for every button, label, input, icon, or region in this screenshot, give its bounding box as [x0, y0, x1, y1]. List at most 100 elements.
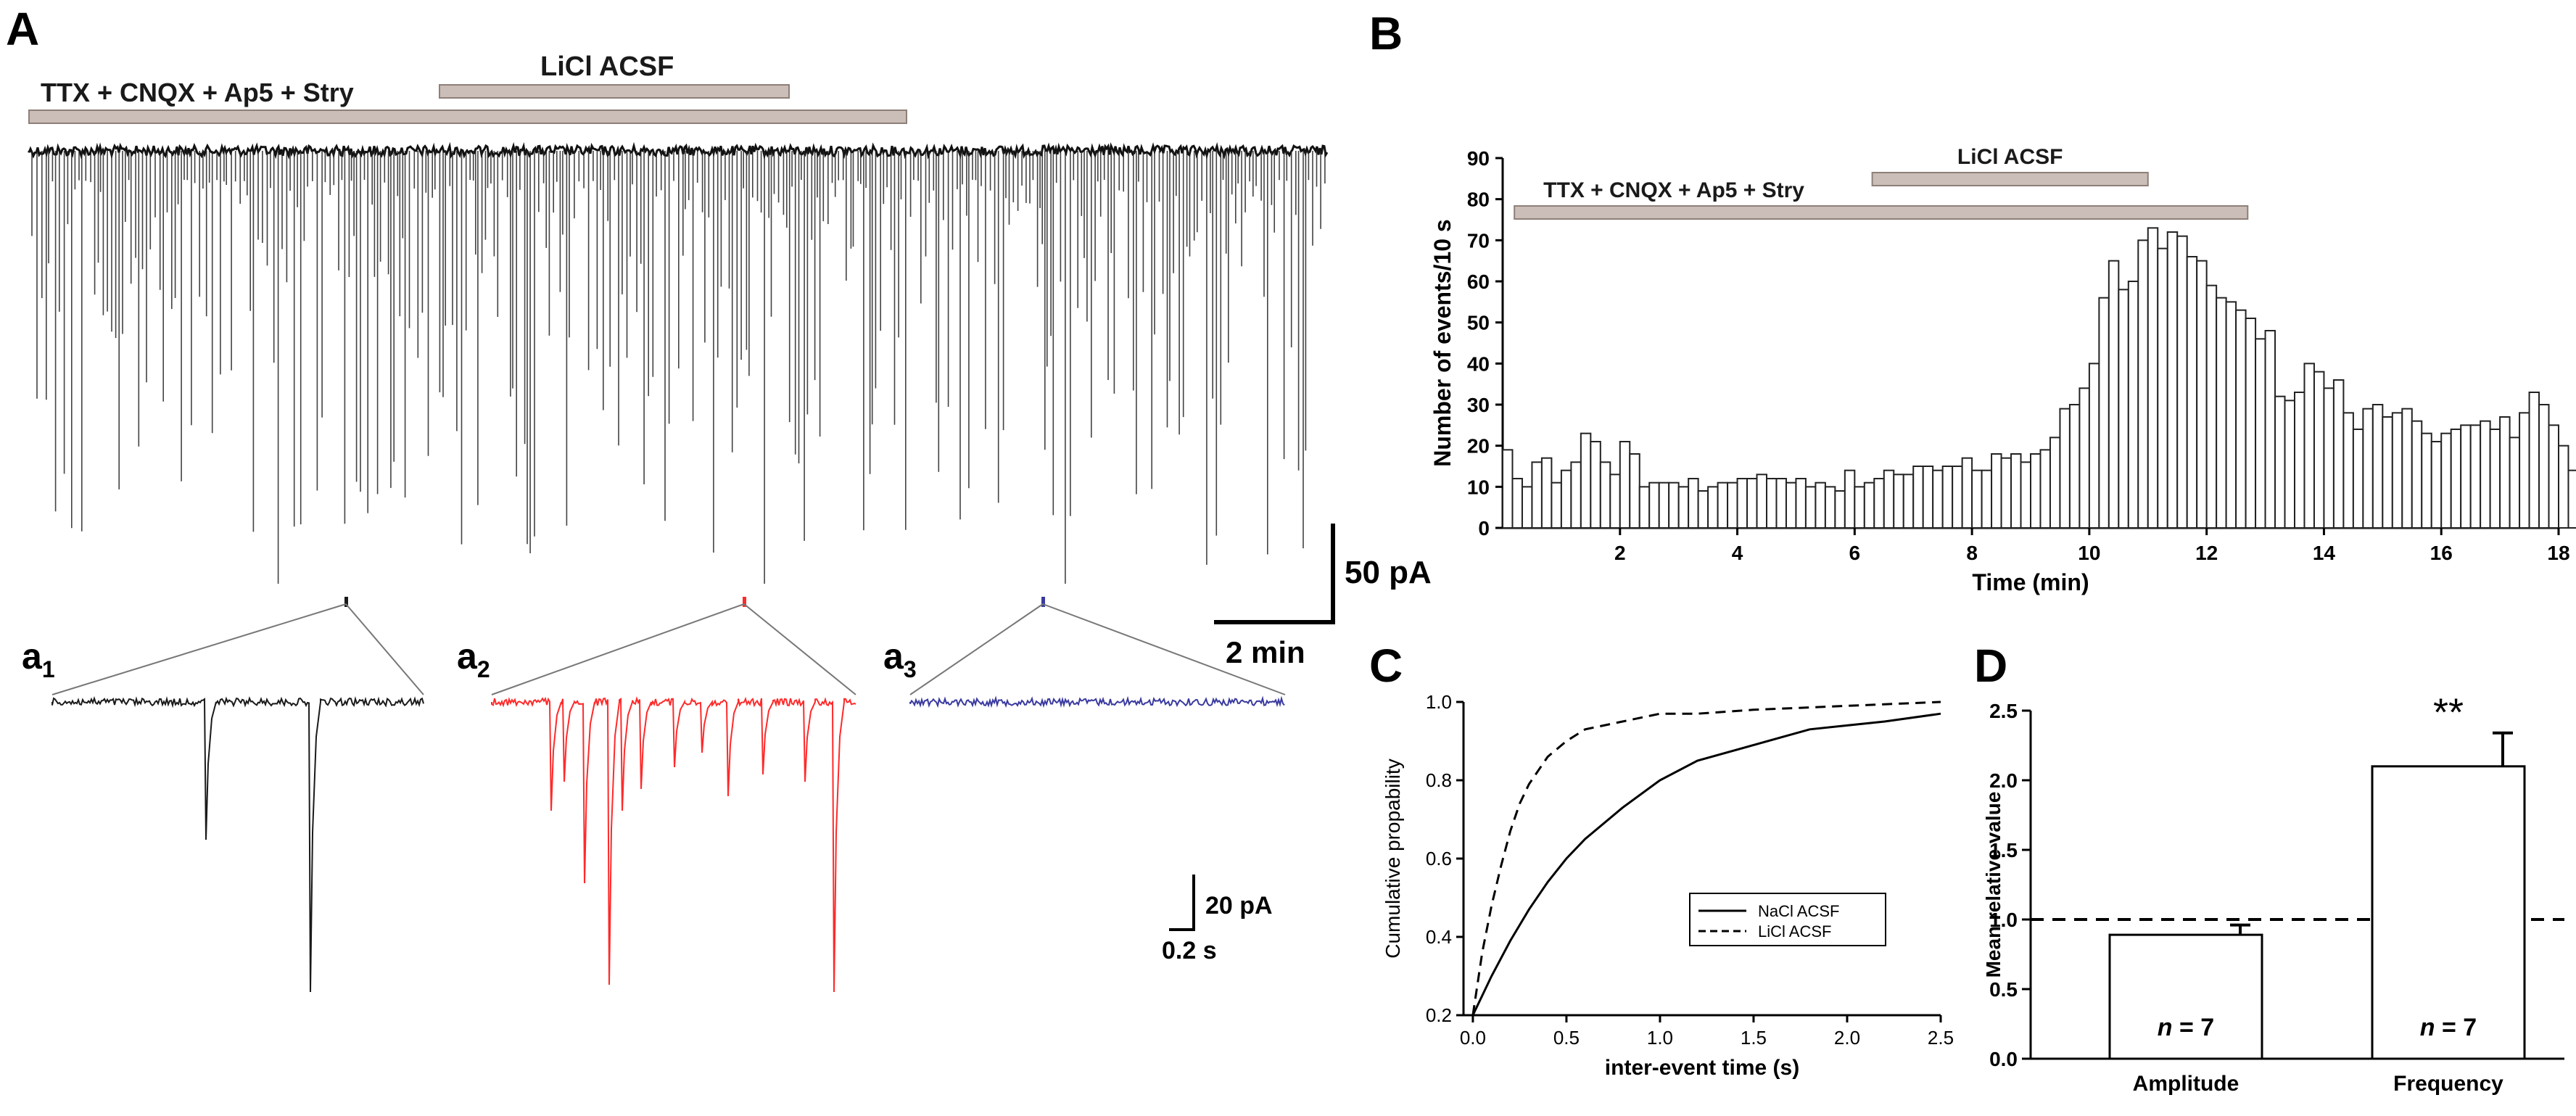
b-y-tick-label: 70: [1467, 229, 1490, 252]
b-bar: [1785, 481, 1797, 529]
inset-trace-line-1: [51, 695, 424, 993]
b-bar: [2098, 297, 2110, 529]
panel-a: A TTX + CNQX + Ap5 + Stry LiCl ACSF 50 p…: [6, 3, 1432, 993]
inset-marker-a2: [743, 597, 746, 607]
b-bar: [1599, 461, 1611, 529]
b-bar: [1981, 469, 1993, 529]
b-bar: [2284, 400, 2296, 529]
panel-a-drug-bar: [28, 109, 907, 124]
panel-d-bar-chart: 0.0 0.5 1.0 1.5 2.0 2.5 Mean relative value n =…: [1982, 691, 2564, 1096]
b-x-tick-label: 16: [2430, 542, 2453, 564]
inset-scale-bar: 20 pA 0.2 s: [1162, 875, 1273, 964]
b-bar: [2489, 429, 2501, 529]
b-bar: [1756, 474, 1768, 529]
b-bar: [2421, 432, 2432, 529]
b-bar: [2118, 289, 2129, 529]
b-bar: [1991, 453, 2002, 529]
b-y-tick-label: 90: [1467, 147, 1490, 170]
b-bar: [2450, 429, 2462, 529]
b-bar: [1570, 461, 1582, 529]
d-y-tick-label: 2.5: [1989, 700, 2018, 722]
inset-trace-line-2: [491, 696, 856, 993]
b-bar: [1873, 478, 1885, 529]
d-y-tick-label: 2.0: [1989, 769, 2018, 792]
panel-c: C 0.2 0.4 0.6 0.8 1.0 0.0 0.5 1.0 1.5 2.0 2.5 inter…: [1369, 640, 1954, 1080]
panel-a-letter: A: [6, 3, 39, 55]
panel-b-letter: B: [1369, 7, 1403, 59]
b-bar: [1717, 481, 1729, 529]
c-y-axis-label: Cumulative propability: [1382, 759, 1404, 958]
b-bar: [2538, 404, 2550, 529]
b-bar: [1688, 478, 1699, 529]
inset-zoom-lines: [51, 603, 1286, 695]
b-bar: [1736, 478, 1749, 529]
b-bar: [1560, 469, 1572, 529]
b-bar: [1619, 441, 1631, 529]
b-bar: [2362, 408, 2374, 529]
b-bar: [1902, 474, 1915, 529]
b-x-tick-label: 6: [1849, 542, 1861, 564]
b-bar: [2342, 412, 2354, 529]
b-bar: [2225, 301, 2237, 529]
panel-b-histogram: 0 10 20 30 40 50 60 70 80 90 2 4 6 8 10 12 14 16 18 Time (m…: [1429, 145, 2576, 595]
b-y-tick-label: 80: [1467, 189, 1490, 211]
b-bar: [2157, 247, 2168, 529]
b-bar: [2127, 281, 2139, 529]
c-y-tick-label: 0.8: [1426, 769, 1452, 791]
b-bar: [2030, 453, 2042, 529]
b-bar: [2176, 235, 2188, 529]
b-bar: [2196, 260, 2208, 529]
d-n-label: n = 7: [2158, 1014, 2214, 1041]
d-bar-amplitude: [2108, 933, 2263, 1060]
b-x-axis-label: Time (min): [1972, 569, 2089, 595]
b-y-tick-label: 40: [1467, 352, 1490, 375]
b-bar: [1912, 466, 1924, 529]
b-bar: [2519, 412, 2530, 529]
c-y-tick-label: 0.6: [1426, 848, 1452, 869]
b-bar: [2186, 256, 2198, 529]
b-bar: [2558, 445, 2569, 529]
b-bar: [2391, 412, 2403, 529]
b-bar: [2137, 239, 2149, 529]
b-bar: [1697, 490, 1709, 529]
b-y-tick-label: 60: [1467, 270, 1490, 293]
c-series-line-1: [1471, 712, 1941, 1016]
inset-trace-line-3: [909, 695, 1285, 708]
b-bar: [2303, 363, 2315, 529]
b-bar: [2068, 404, 2081, 529]
c-y-tick-label: 0.2: [1426, 1004, 1452, 1026]
b-bar: [2469, 424, 2482, 529]
b-bar: [1844, 469, 1856, 529]
panel-d-letter: D: [1974, 640, 2007, 692]
c-x-tick-label: 0.5: [1553, 1027, 1580, 1049]
b-bar: [2313, 371, 2325, 529]
d-y-tick-label: 0.5: [1989, 978, 2018, 1001]
main-current-trace: [28, 141, 1329, 584]
c-x-tick-label: 2.0: [1834, 1027, 1860, 1049]
b-x-tick-label: 10: [2078, 542, 2100, 564]
b-y-tick-label: 50: [1467, 312, 1490, 334]
b-licl-bar-label: LiCl ACSF: [1957, 145, 2063, 169]
d-y-tick-label: 0.0: [1989, 1048, 2018, 1070]
b-bar: [1941, 466, 1954, 529]
b-bar: [2323, 387, 2334, 529]
b-bar: [1883, 469, 1895, 529]
b-bar: [1658, 481, 1670, 529]
panel-c-cdf-plot: 0.2 0.4 0.6 0.8 1.0 0.0 0.5 1.0 1.5 2.0 2.5 inter-e…: [1382, 691, 1954, 1080]
b-bar: [2235, 309, 2247, 529]
trace-events: [31, 151, 1326, 584]
b-y-tick-label: 30: [1467, 394, 1490, 416]
b-bar: [1746, 478, 1758, 529]
b-bar: [1629, 453, 1640, 529]
b-bar: [2382, 416, 2393, 529]
c-y-tick-label: 0.4: [1426, 926, 1452, 948]
b-bar: [1502, 449, 1514, 529]
b-bar: [1668, 481, 1680, 529]
inset-marker-a3: [1041, 597, 1045, 607]
b-bar: [1854, 486, 1865, 529]
inset-trace-a1: [51, 695, 424, 993]
b-y-tick-label: 20: [1467, 435, 1490, 458]
b-bar: [1648, 481, 1660, 529]
d-x-category-label: Frequency: [2393, 1072, 2503, 1096]
b-bar: [2509, 437, 2521, 529]
